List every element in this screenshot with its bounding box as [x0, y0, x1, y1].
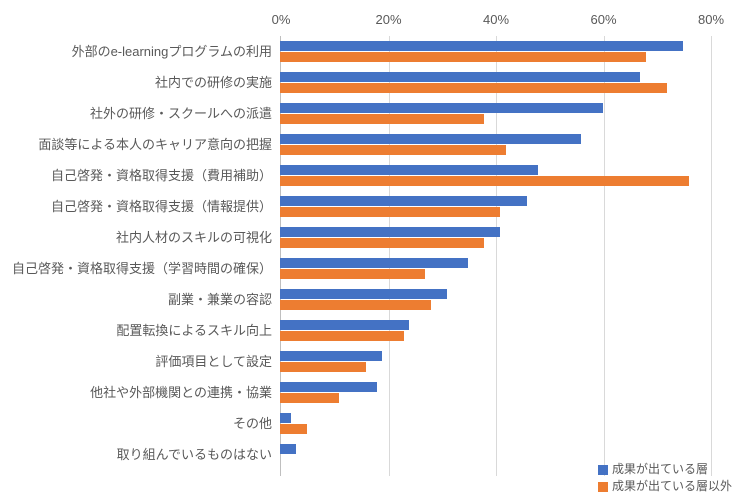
category-label: 自己啓発・資格取得支援（学習時間の確保）	[0, 261, 272, 275]
chart-row: 副業・兼業の容認	[0, 284, 750, 315]
chart-row: 社外の研修・スクールへの派遣	[0, 98, 750, 129]
bar-series-2	[280, 114, 484, 124]
chart-row: 面談等による本人のキャリア意向の把握	[0, 129, 750, 160]
chart-row: 外部のe-learningプログラムの利用	[0, 36, 750, 67]
bar-series-1	[280, 165, 538, 175]
category-label: その他	[0, 416, 272, 430]
bar-series-2	[280, 176, 689, 186]
bar-series-1	[280, 72, 640, 82]
chart-row: 評価項目として設定	[0, 346, 750, 377]
category-label: 面談等による本人のキャリア意向の把握	[0, 137, 272, 151]
bar-series-1	[280, 289, 447, 299]
category-label: 社内人材のスキルの可視化	[0, 230, 272, 244]
bar-series-1	[280, 134, 581, 144]
chart-row: 自己啓発・資格取得支援（情報提供）	[0, 191, 750, 222]
bar-series-1	[280, 41, 683, 51]
grouped-horizontal-bar-chart: 0% 20% 40% 60% 80% 外部のe-learningプログラムの利用社内での…	[0, 0, 750, 503]
chart-row: 自己啓発・資格取得支援（費用補助）	[0, 160, 750, 191]
bar-series-2	[280, 238, 484, 248]
chart-row: 社内での研修の実施	[0, 67, 750, 98]
x-tick-label: 60%	[590, 12, 616, 27]
bar-series-1	[280, 320, 409, 330]
bar-series-2	[280, 300, 431, 310]
x-tick-label: 0%	[272, 12, 291, 27]
bar-series-1	[280, 351, 382, 361]
chart-row: 社内人材のスキルの可視化	[0, 222, 750, 253]
category-label: 副業・兼業の容認	[0, 292, 272, 306]
chart-row: 他社や外部機関との連携・協業	[0, 377, 750, 408]
bar-series-1	[280, 382, 377, 392]
category-label: 自己啓発・資格取得支援（費用補助）	[0, 168, 272, 182]
chart-row: 自己啓発・資格取得支援（学習時間の確保）	[0, 253, 750, 284]
bar-series-2	[280, 331, 404, 341]
category-label: 評価項目として設定	[0, 354, 272, 368]
category-label: 他社や外部機関との連携・協業	[0, 385, 272, 399]
bar-series-2	[280, 145, 506, 155]
legend-label-series-1: 成果が出ている層	[612, 461, 708, 478]
bar-series-1	[280, 258, 468, 268]
bar-series-2	[280, 393, 339, 403]
bar-series-1	[280, 227, 500, 237]
bar-series-2	[280, 424, 307, 434]
category-label: 社外の研修・スクールへの派遣	[0, 106, 272, 120]
category-label: 外部のe-learningプログラムの利用	[0, 44, 272, 58]
bar-series-1	[280, 444, 296, 454]
category-label: 配置転換によるスキル向上	[0, 323, 272, 337]
bar-series-1	[280, 103, 603, 113]
bar-series-2	[280, 362, 366, 372]
legend: 成果が出ている層 成果が出ている層以外	[598, 461, 732, 495]
bar-series-1	[280, 196, 527, 206]
category-label: 自己啓発・資格取得支援（情報提供）	[0, 199, 272, 213]
bar-series-2	[280, 52, 646, 62]
category-label: 取り組んでいるものはない	[0, 447, 272, 461]
bar-series-1	[280, 413, 291, 423]
legend-label-series-2: 成果が出ている層以外	[612, 478, 732, 495]
bar-series-2	[280, 207, 500, 217]
x-tick-label: 20%	[375, 12, 401, 27]
legend-swatch-series-1	[598, 465, 608, 475]
x-tick-label: 40%	[483, 12, 509, 27]
category-label: 社内での研修の実施	[0, 75, 272, 89]
chart-rows: 外部のe-learningプログラムの利用社内での研修の実施社外の研修・スクール…	[0, 36, 750, 476]
x-tick-label: 80%	[698, 12, 724, 27]
legend-swatch-series-2	[598, 482, 608, 492]
bar-series-2	[280, 269, 425, 279]
legend-item-series-2: 成果が出ている層以外	[598, 478, 732, 495]
chart-row: 配置転換によるスキル向上	[0, 315, 750, 346]
chart-row: その他	[0, 408, 750, 439]
bar-series-2	[280, 83, 667, 93]
legend-item-series-1: 成果が出ている層	[598, 461, 732, 478]
